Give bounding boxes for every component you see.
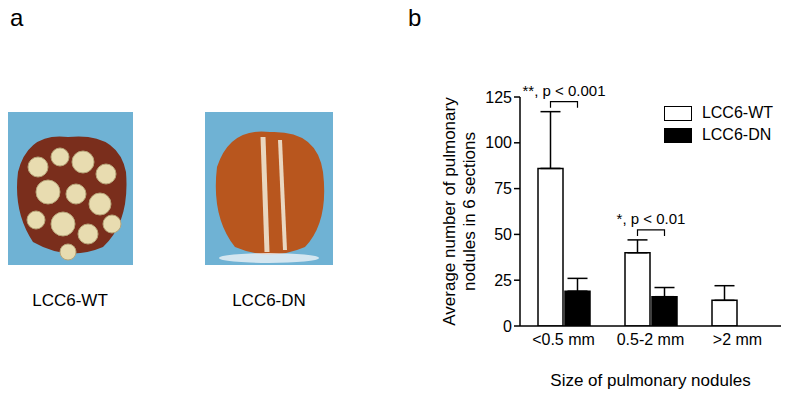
html-text:LCC6-WT: LCC6-WT bbox=[701, 104, 773, 121]
svg-text:100: 100 bbox=[485, 134, 512, 151]
svg-text:LCC6-WT: LCC6-WT bbox=[32, 291, 108, 310]
html-text:LCC6-DN: LCC6-DN bbox=[701, 126, 772, 143]
svg-text:<0.5 mm: <0.5 mm bbox=[532, 331, 595, 348]
svg-text:50: 50 bbox=[494, 226, 512, 243]
html-text:b: b bbox=[408, 4, 422, 31]
svg-text:0: 0 bbox=[503, 318, 512, 335]
svg-text:75: 75 bbox=[494, 180, 512, 197]
svg-text:0.5-2 mm: 0.5-2 mm bbox=[617, 331, 685, 348]
svg-text:*, p < 0.01: *, p < 0.01 bbox=[617, 210, 686, 227]
svg-text:25: 25 bbox=[494, 272, 512, 289]
svg-text:Average number of pulmonary: Average number of pulmonary bbox=[440, 97, 459, 326]
svg-text:125: 125 bbox=[485, 89, 512, 106]
svg-text:nodules in 6 sections: nodules in 6 sections bbox=[460, 132, 479, 291]
svg-text:>2 mm: >2 mm bbox=[713, 331, 762, 348]
html-text:a: a bbox=[10, 4, 24, 31]
svg-text:Size of pulmonary nodules: Size of pulmonary nodules bbox=[550, 371, 750, 390]
svg-text:**, p < 0.001: **, p < 0.001 bbox=[523, 82, 606, 99]
svg-text:LCC6-DN: LCC6-DN bbox=[232, 291, 306, 310]
